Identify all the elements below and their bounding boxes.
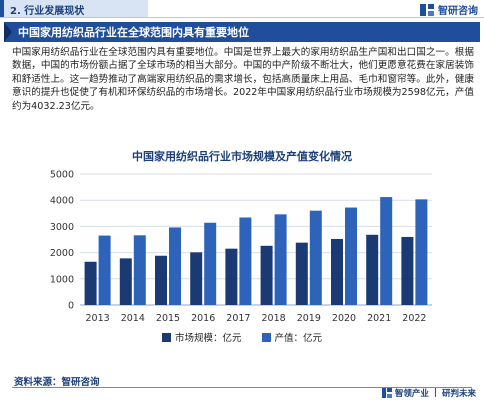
- headline-triangle-icon: [4, 22, 12, 42]
- header-divider: [0, 17, 484, 18]
- bar-market-size: [331, 238, 343, 305]
- bar-output-value: [380, 197, 393, 305]
- bar-market-size: [295, 242, 308, 305]
- bar-output-value: [345, 207, 357, 305]
- bar-market-size: [84, 261, 97, 305]
- body-paragraph: 中国家用纺织品行业在全球范围内具有重要地位。中国是世界上最大的家用纺织品生产国和…: [12, 47, 474, 112]
- y-tick-label: 4000: [50, 196, 74, 207]
- source-note: 资料来源：智研咨询: [14, 377, 100, 388]
- section-label-box: 2. 行业发展现状: [0, 0, 148, 18]
- slogan-separator: |: [433, 388, 437, 398]
- x-tick-label: 2015: [156, 313, 180, 324]
- footer-divider: [12, 387, 472, 388]
- legend-item-output-value: 产值：亿元: [261, 330, 323, 344]
- bar-market-size: [190, 252, 203, 305]
- bar-market-size: [119, 258, 132, 305]
- x-tick-label: 2022: [402, 313, 426, 324]
- legend-item-market-size: 市场规模：亿元: [161, 330, 242, 344]
- bar-output-value: [274, 214, 287, 305]
- bar-output-value: [309, 210, 322, 305]
- legend-label-output-value: 产值：亿元: [274, 333, 323, 344]
- x-tick-label: 2018: [262, 313, 286, 324]
- chart-title: 中国家用纺织品行业市场规模及产值变化情况: [132, 150, 352, 163]
- x-tick-label: 2019: [297, 313, 321, 324]
- x-tick-label: 2021: [367, 313, 391, 324]
- section-accent-bar: [0, 0, 4, 18]
- bar-output-value: [169, 227, 181, 305]
- bar-market-size: [155, 255, 167, 305]
- x-tick-label: 2017: [226, 313, 250, 324]
- x-tick-label: 2013: [86, 313, 110, 324]
- legend-label-market-size: 市场规模：亿元: [174, 333, 242, 344]
- x-tick-label: 2014: [121, 313, 145, 324]
- brand: 智研咨询: [419, 2, 478, 17]
- x-tick-label: 2016: [191, 313, 215, 324]
- bar-chart: 0 1000 2000 3000 4000 5000 2013 2014 2015 2016 201…: [50, 170, 432, 324]
- bar-output-value: [133, 235, 146, 305]
- x-tick-label: 2020: [332, 313, 356, 324]
- y-tick-label: 0: [68, 301, 74, 312]
- slogan-left: 智领产业: [394, 389, 429, 399]
- slogan-right: 研判未来: [441, 389, 476, 399]
- bar-output-value: [239, 217, 252, 305]
- bar-market-size: [225, 248, 238, 305]
- bar-market-size: [401, 236, 414, 305]
- legend-swatch-market-size: [161, 332, 171, 342]
- headline-text: 中国家用纺织品行业在全球范围内具有重要地位: [18, 26, 249, 39]
- y-tick-label: 3000: [50, 222, 74, 233]
- top-bar: 2. 行业发展现状 智研咨询: [0, 0, 484, 18]
- bar-output-value: [415, 199, 428, 305]
- bar-output-value: [98, 235, 111, 305]
- chart-legend: 市场规模：亿元 产值：亿元: [0, 330, 484, 344]
- section-label: 2. 行业发展现状: [10, 5, 85, 17]
- brand-logo-icon: [420, 3, 434, 16]
- y-tick-label: 2000: [50, 248, 74, 259]
- brand-name: 智研咨询: [438, 6, 478, 17]
- y-tick-label: 5000: [50, 170, 74, 181]
- footer-slogan: 智领产业 | 研判未来: [381, 387, 476, 399]
- legend-swatch-output-value: [261, 332, 271, 342]
- bar-market-size: [366, 234, 379, 305]
- bar-market-size: [260, 245, 273, 305]
- slogan-logo-icon: [381, 388, 392, 398]
- chart-container: 中国家用纺织品行业市场规模及产值变化情况 0 1000 2000 3000 4000 50…: [0, 138, 484, 352]
- bar-output-value: [204, 222, 217, 305]
- headline-bar: 中国家用纺织品行业在全球范围内具有重要地位: [4, 22, 480, 42]
- y-tick-label: 1000: [50, 274, 74, 285]
